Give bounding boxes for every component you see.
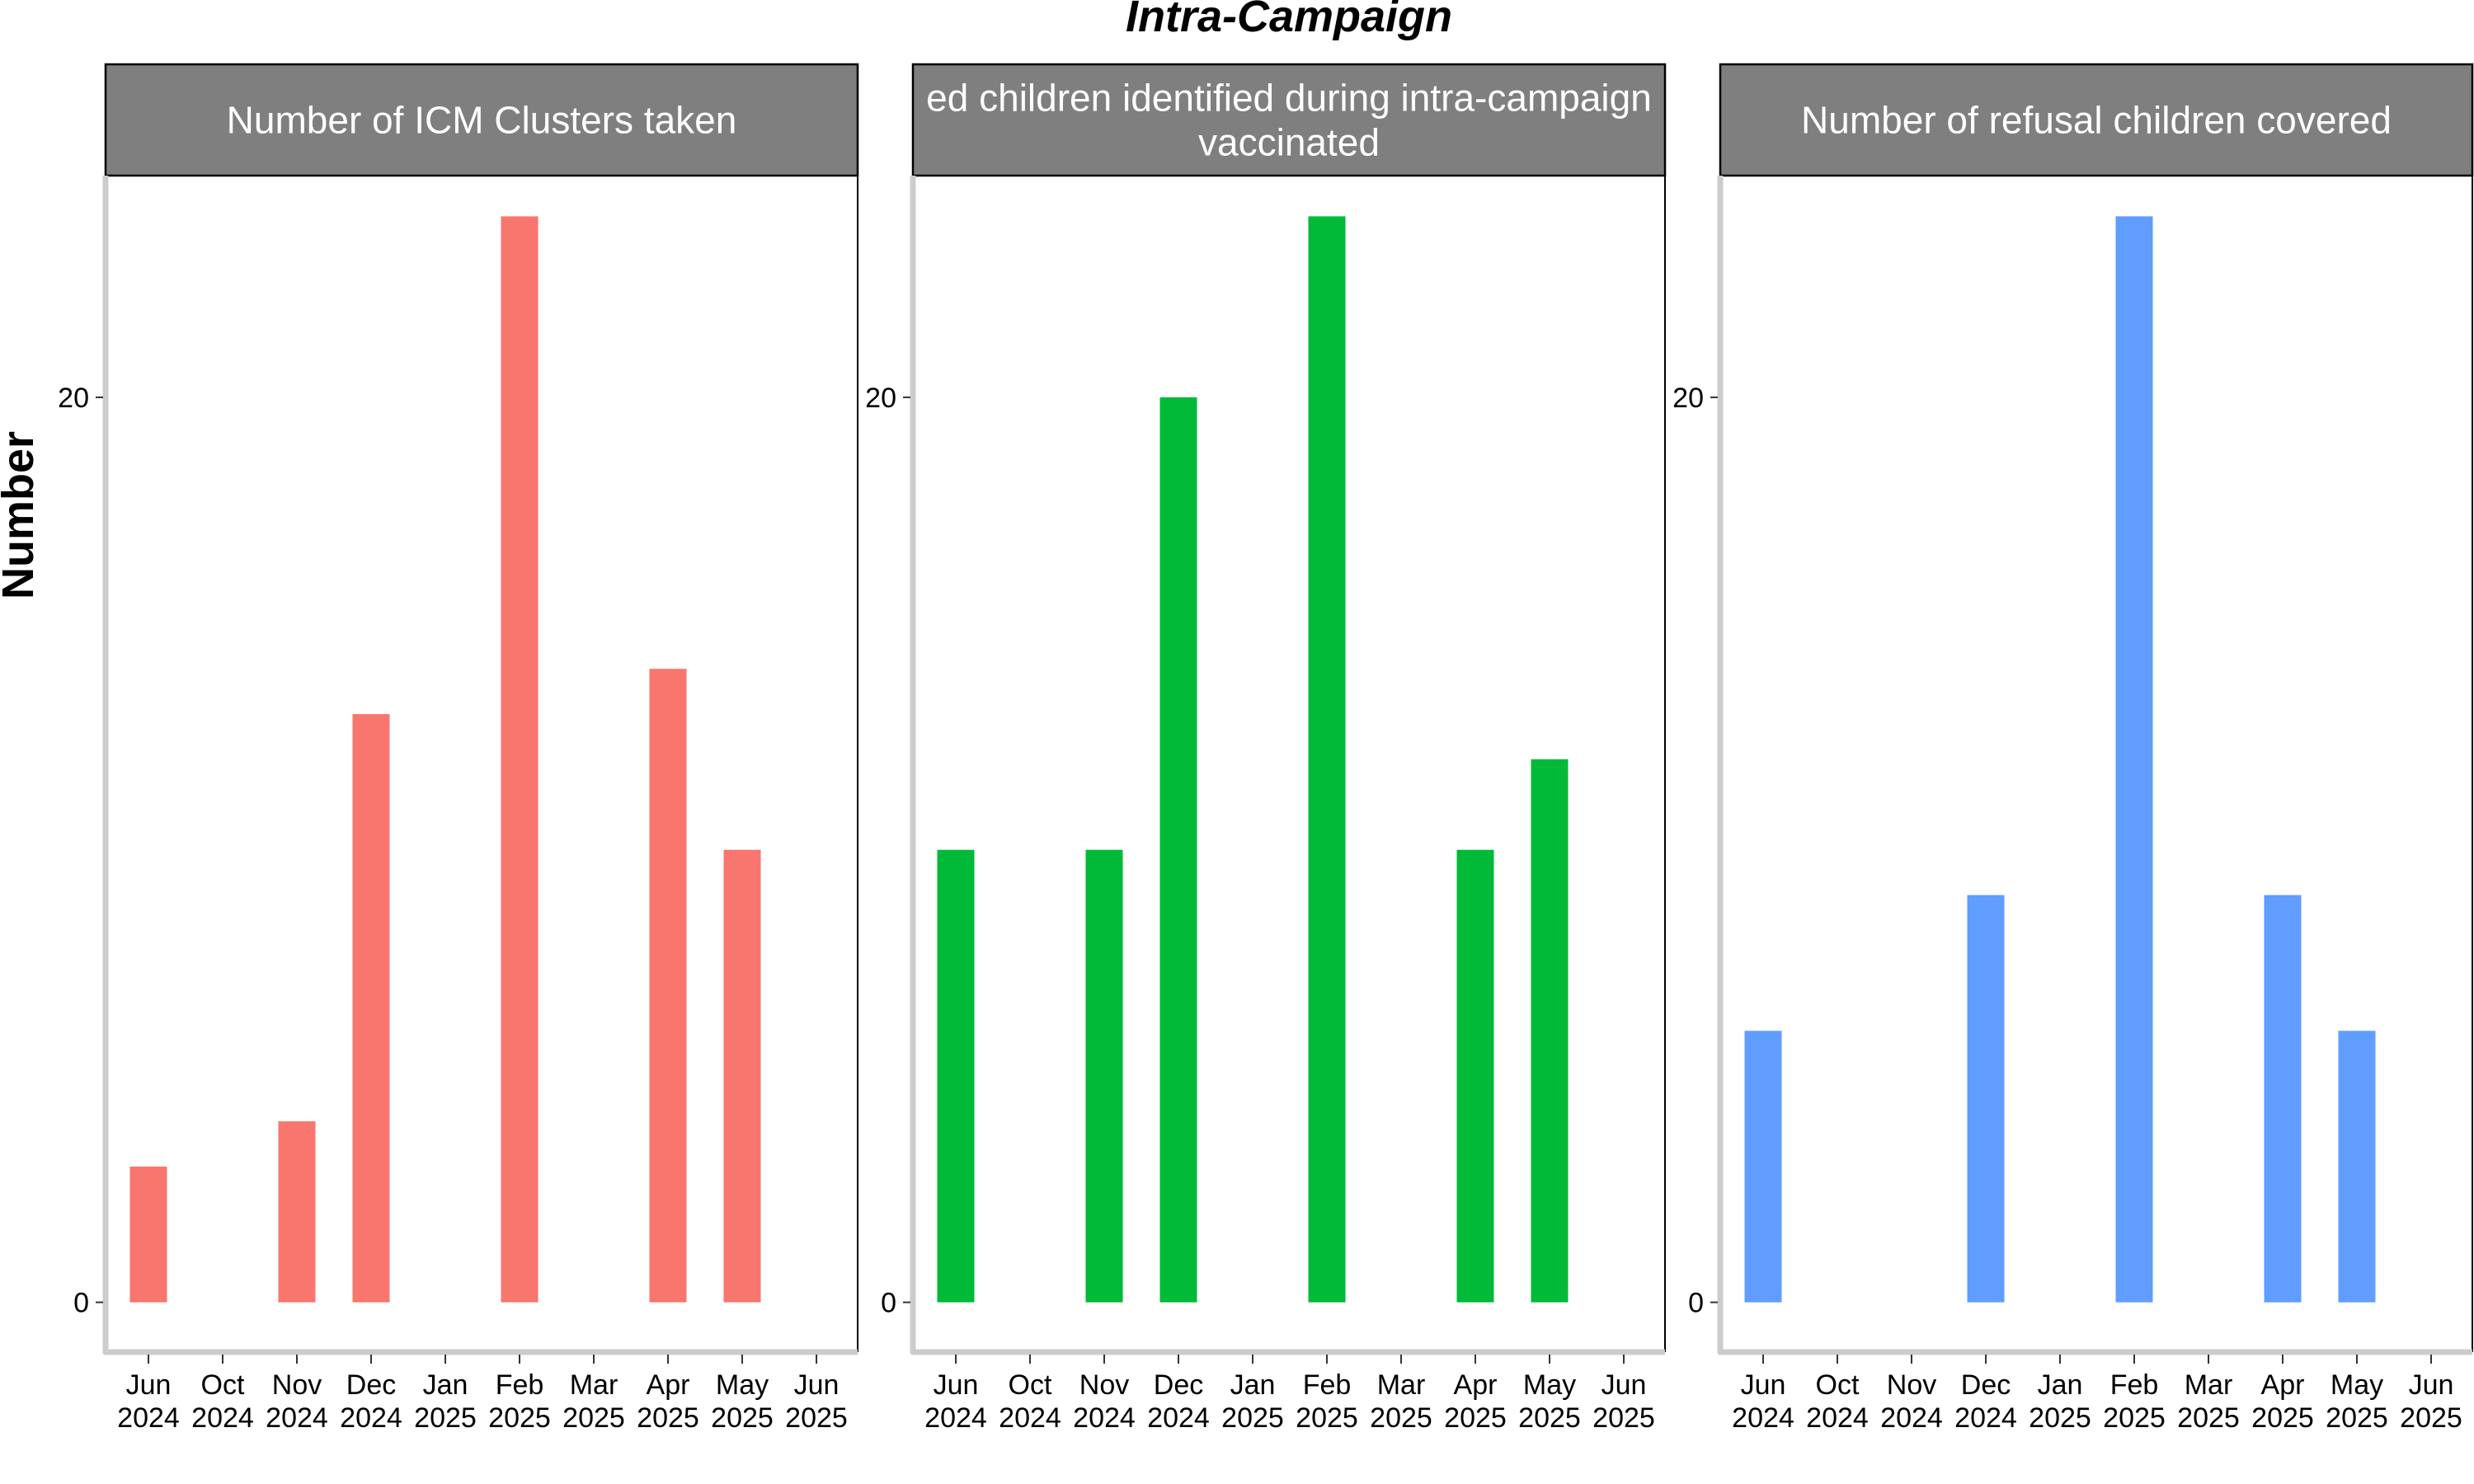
y-tick-label: 0 xyxy=(1688,1288,1704,1319)
x-tick-month: Mar xyxy=(2185,1369,2233,1401)
facet-strip-label: Number of refusal children covered xyxy=(1801,99,2392,142)
x-tick-month: Dec xyxy=(1961,1369,2011,1401)
x-tick-month: Jan xyxy=(2038,1369,2083,1401)
bar-apr-2025 xyxy=(2264,895,2302,1303)
facet-strip xyxy=(911,63,1667,177)
bar-apr-2025 xyxy=(649,669,687,1303)
x-tick-year: 2025 xyxy=(711,1402,774,1434)
x-tick-month: Feb xyxy=(2110,1369,2159,1401)
x-tick-year: 2025 xyxy=(1592,1402,1655,1434)
x-tick-year: 2024 xyxy=(1806,1402,1869,1434)
x-tick-month: Mar xyxy=(570,1369,618,1401)
x-tick-month: Dec xyxy=(1154,1369,1203,1401)
x-tick-year: 2024 xyxy=(340,1402,402,1434)
x-tick-year: 2025 xyxy=(488,1402,551,1434)
y-tick-label: 0 xyxy=(73,1288,89,1319)
y-axis-label: Number xyxy=(0,431,43,599)
bar-feb-2025 xyxy=(2115,216,2153,1303)
facet-strip xyxy=(104,63,859,177)
x-tick-month: Jun xyxy=(1602,1369,1647,1401)
x-tick-year: 2025 xyxy=(1221,1402,1284,1434)
x-tick-month: Apr xyxy=(1454,1369,1498,1401)
x-tick-year: 2024 xyxy=(117,1402,180,1434)
x-tick-month: Oct xyxy=(201,1369,245,1401)
x-tick-year: 2025 xyxy=(785,1402,848,1434)
panels: Number of ICM Clusters taken020Jun2024Oc… xyxy=(58,63,2474,1434)
x-tick-month: Jun xyxy=(794,1369,840,1401)
x-tick-year: 2025 xyxy=(1370,1402,1432,1434)
x-tick-month: Mar xyxy=(1377,1369,1426,1401)
x-tick-year: 2024 xyxy=(999,1402,1061,1434)
x-tick-month: Oct xyxy=(1009,1369,1052,1401)
facet-strip-label: Number of ICM Clusters taken xyxy=(227,99,737,142)
x-tick-month: Nov xyxy=(1079,1369,1129,1401)
panel-2: ed children identified during intra-camp… xyxy=(865,63,1667,1434)
bar-may-2025 xyxy=(1531,759,1569,1303)
x-tick-year: 2024 xyxy=(1880,1402,1943,1434)
x-tick-month: Jan xyxy=(423,1369,468,1401)
x-tick-month: Jun xyxy=(1741,1369,1786,1401)
x-tick-month: Jun xyxy=(2409,1369,2454,1401)
x-tick-month: Nov xyxy=(272,1369,322,1401)
x-tick-month: Apr xyxy=(2261,1369,2305,1401)
y-tick-label: 20 xyxy=(1672,383,1704,414)
bar-may-2025 xyxy=(723,849,761,1303)
bar-dec-2024 xyxy=(1159,397,1197,1303)
bar-jun-2024 xyxy=(129,1166,167,1303)
bar-feb-2025 xyxy=(501,216,539,1303)
x-tick-year: 2025 xyxy=(637,1402,699,1434)
x-tick-month: Jan xyxy=(1230,1369,1276,1401)
bar-dec-2024 xyxy=(1967,895,2005,1303)
bar-nov-2024 xyxy=(1085,849,1123,1303)
x-tick-year: 2025 xyxy=(2177,1402,2240,1434)
x-tick-month: Feb xyxy=(496,1369,544,1401)
y-tick-label: 20 xyxy=(58,383,89,414)
x-tick-year: 2025 xyxy=(1296,1402,1358,1434)
bar-feb-2025 xyxy=(1308,216,1346,1303)
x-tick-month: May xyxy=(2331,1369,2383,1401)
panel-3: Number of refusal children covered 0 20 Jun… xyxy=(1672,63,2474,1434)
x-tick-year: 2024 xyxy=(266,1402,328,1434)
bar-dec-2024 xyxy=(352,714,390,1303)
x-tick-year: 2025 xyxy=(2029,1402,2091,1434)
bar-nov-2024 xyxy=(278,1121,316,1303)
y-tick-label: 0 xyxy=(881,1288,896,1319)
chart-title: Intra-Campaign xyxy=(1126,0,1452,41)
x-tick-year: 2025 xyxy=(414,1402,477,1434)
x-tick-month: Jun xyxy=(126,1369,172,1401)
x-tick-year: 2024 xyxy=(191,1402,254,1434)
x-tick-year: 2024 xyxy=(1732,1402,1794,1434)
bar-jun-2024 xyxy=(937,849,975,1303)
x-tick-year: 2025 xyxy=(2103,1402,2166,1434)
x-tick-year: 2025 xyxy=(2326,1402,2388,1434)
x-tick-year: 2024 xyxy=(924,1402,987,1434)
facet-strip-label: vaccinated xyxy=(1198,121,1380,164)
x-tick-month: Nov xyxy=(1887,1369,1936,1401)
bar-jun-2024 xyxy=(1744,1031,1782,1303)
x-tick-year: 2024 xyxy=(1954,1402,2017,1434)
x-tick-month: May xyxy=(1523,1369,1576,1401)
panel-1: Number of ICM Clusters taken020Jun2024Oc… xyxy=(58,63,859,1434)
x-tick-year: 2025 xyxy=(1444,1402,1507,1434)
x-tick-month: Oct xyxy=(1816,1369,1860,1401)
x-tick-month: Feb xyxy=(1303,1369,1352,1401)
y-tick-label: 20 xyxy=(865,383,896,414)
x-tick-year: 2025 xyxy=(1518,1402,1581,1434)
facet-strip-label: ed children identified during intra-camp… xyxy=(926,77,1652,120)
facet-strip xyxy=(1719,63,2474,177)
x-tick-month: Apr xyxy=(647,1369,690,1401)
bar-apr-2025 xyxy=(1456,849,1494,1303)
x-tick-year: 2025 xyxy=(2251,1402,2314,1434)
x-tick-month: May xyxy=(716,1369,769,1401)
x-tick-month: Jun xyxy=(934,1369,979,1401)
x-tick-year: 2025 xyxy=(2400,1402,2462,1434)
x-tick-year: 2024 xyxy=(1073,1402,1136,1434)
x-tick-month: Dec xyxy=(346,1369,396,1401)
x-tick-year: 2024 xyxy=(1147,1402,1210,1434)
x-tick-year: 2025 xyxy=(562,1402,625,1434)
bar-may-2025 xyxy=(2338,1031,2376,1303)
